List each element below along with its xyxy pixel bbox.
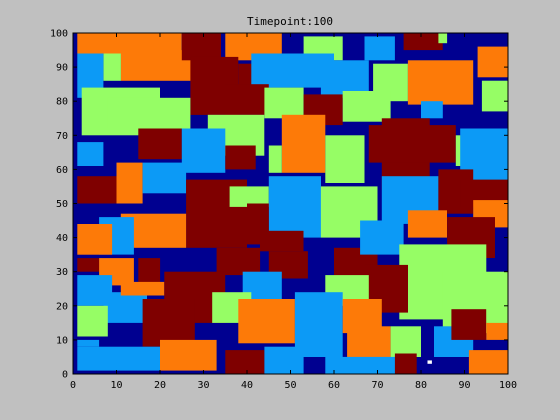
x-axis: 0 10 20 30 40 50 60 70 80 90 100 <box>70 33 517 391</box>
x-tick-label: 20 <box>154 380 166 391</box>
region-blue <box>142 162 187 194</box>
x-tick-label: 60 <box>328 380 340 391</box>
region-maroon <box>403 33 443 51</box>
x-tick-label: 70 <box>371 380 383 391</box>
region-white <box>427 360 432 364</box>
x-tick-label: 80 <box>415 380 427 391</box>
region-blue <box>77 339 100 347</box>
region-green <box>264 87 304 119</box>
y-tick-label: 80 <box>56 97 68 108</box>
region-orange <box>477 46 508 78</box>
x-tick-label: 40 <box>241 380 253 391</box>
region-blue <box>268 176 321 238</box>
region-maroon <box>138 128 182 160</box>
region-green <box>107 97 191 129</box>
y-tick-label: 10 <box>56 335 68 346</box>
region-green <box>481 80 508 112</box>
region-green <box>342 91 391 122</box>
region-orange <box>281 114 326 173</box>
y-tick-label: 90 <box>56 63 68 74</box>
x-tick-label: 100 <box>499 380 517 391</box>
region-green <box>77 305 108 337</box>
region-blue <box>294 292 343 357</box>
region-green <box>438 33 448 44</box>
region-maroon <box>77 176 117 204</box>
region-orange <box>120 281 165 296</box>
region-orange <box>77 33 182 54</box>
region-maroon <box>225 84 269 115</box>
region-maroon <box>138 258 161 286</box>
region-maroon <box>142 299 195 347</box>
region-orange <box>238 299 295 344</box>
y-tick-label: 60 <box>56 165 68 176</box>
region-maroon <box>225 350 265 374</box>
region-green <box>390 326 421 357</box>
y-tick-label: 50 <box>56 199 68 210</box>
region-maroon <box>225 145 256 170</box>
region-blue <box>251 53 334 88</box>
region-green <box>325 135 365 183</box>
region-blue <box>364 36 395 61</box>
region-orange <box>116 162 143 204</box>
region-blue <box>360 220 404 255</box>
y-tick-label: 100 <box>50 29 68 40</box>
region-blue <box>77 142 104 166</box>
region-green <box>103 53 121 81</box>
region-maroon <box>451 309 487 340</box>
region-blue <box>325 356 404 374</box>
region-blue <box>181 128 226 173</box>
region-blue <box>77 346 160 371</box>
y-axis: 0 10 20 30 40 50 60 70 80 90 100 <box>50 29 508 381</box>
y-tick-label: 70 <box>56 131 68 142</box>
x-tick-label: 50 <box>284 380 296 391</box>
region-maroon <box>216 247 261 276</box>
x-tick-label: 10 <box>110 380 122 391</box>
axes: 0 10 20 30 40 50 60 70 80 90 100 0 10 20 30 40 50 60 70 80… <box>50 29 517 392</box>
y-tick-label: 30 <box>56 267 68 278</box>
x-tick-label: 30 <box>197 380 209 391</box>
region-blue <box>103 292 147 323</box>
region-orange <box>407 210 447 238</box>
x-tick-label: 0 <box>70 380 76 391</box>
region-maroon <box>260 230 304 252</box>
region-blue <box>421 101 443 119</box>
region-orange <box>486 322 509 340</box>
region-maroon <box>368 125 456 163</box>
y-tick-label: 20 <box>56 301 68 312</box>
y-tick-label: 40 <box>56 233 68 244</box>
region-orange <box>77 224 113 255</box>
x-tick-label: 90 <box>458 380 470 391</box>
region-maroon <box>77 258 100 272</box>
region-orange <box>347 326 391 357</box>
region-orange <box>407 60 474 105</box>
chart-title: Timepoint:100 <box>247 15 333 28</box>
heatmap-regions <box>77 33 509 374</box>
region-maroon <box>394 353 417 374</box>
y-tick-label: 0 <box>62 370 68 381</box>
region-orange <box>160 339 217 371</box>
region-maroon <box>181 33 221 61</box>
region-blue <box>264 346 304 374</box>
region-green <box>229 186 269 207</box>
region-green <box>268 145 282 173</box>
region-orange <box>468 350 508 374</box>
